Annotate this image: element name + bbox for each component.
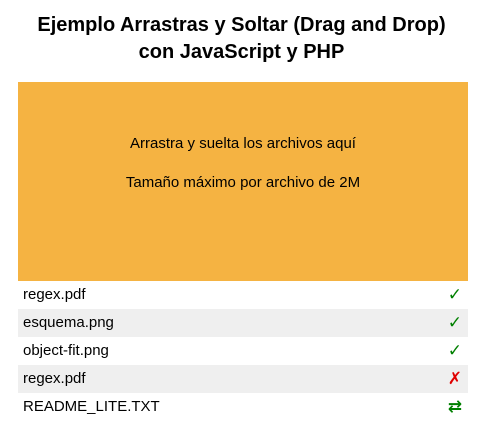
file-row: regex.pdf ✓	[18, 281, 468, 309]
dropzone-size-limit: Tamaño máximo por archivo de 2M	[125, 174, 361, 191]
file-dropzone[interactable]: Arrastra y suelta los archivos aquí Tama…	[18, 82, 468, 281]
file-name: regex.pdf	[23, 286, 86, 303]
cross-icon: ✗	[447, 369, 462, 389]
file-row: regex.pdf ✗	[18, 365, 468, 393]
file-name: README_LITE.TXT	[23, 398, 160, 415]
page-title: Ejemplo Arrastras y Soltar (Drag and Dro…	[0, 12, 483, 66]
check-icon: ✓	[447, 341, 462, 361]
page-title-line-1: Ejemplo Arrastras y Soltar (Drag and Dro…	[37, 14, 446, 36]
check-icon: ✓	[447, 313, 462, 333]
transfer-icon: ⇄	[447, 397, 462, 417]
check-icon: ✓	[447, 285, 462, 305]
file-name: regex.pdf	[23, 370, 86, 387]
page-title-line-2: con JavaScript y PHP	[138, 41, 345, 63]
file-name: esquema.png	[23, 314, 114, 331]
file-row: README_LITE.TXT ⇄	[18, 393, 468, 421]
file-row: object-fit.png ✓	[18, 337, 468, 365]
file-row: esquema.png ✓	[18, 309, 468, 337]
dropzone-instruction: Arrastra y suelta los archivos aquí	[130, 135, 356, 152]
file-name: object-fit.png	[23, 342, 109, 359]
file-list: regex.pdf ✓ esquema.png ✓ object-fit.png…	[18, 281, 468, 421]
